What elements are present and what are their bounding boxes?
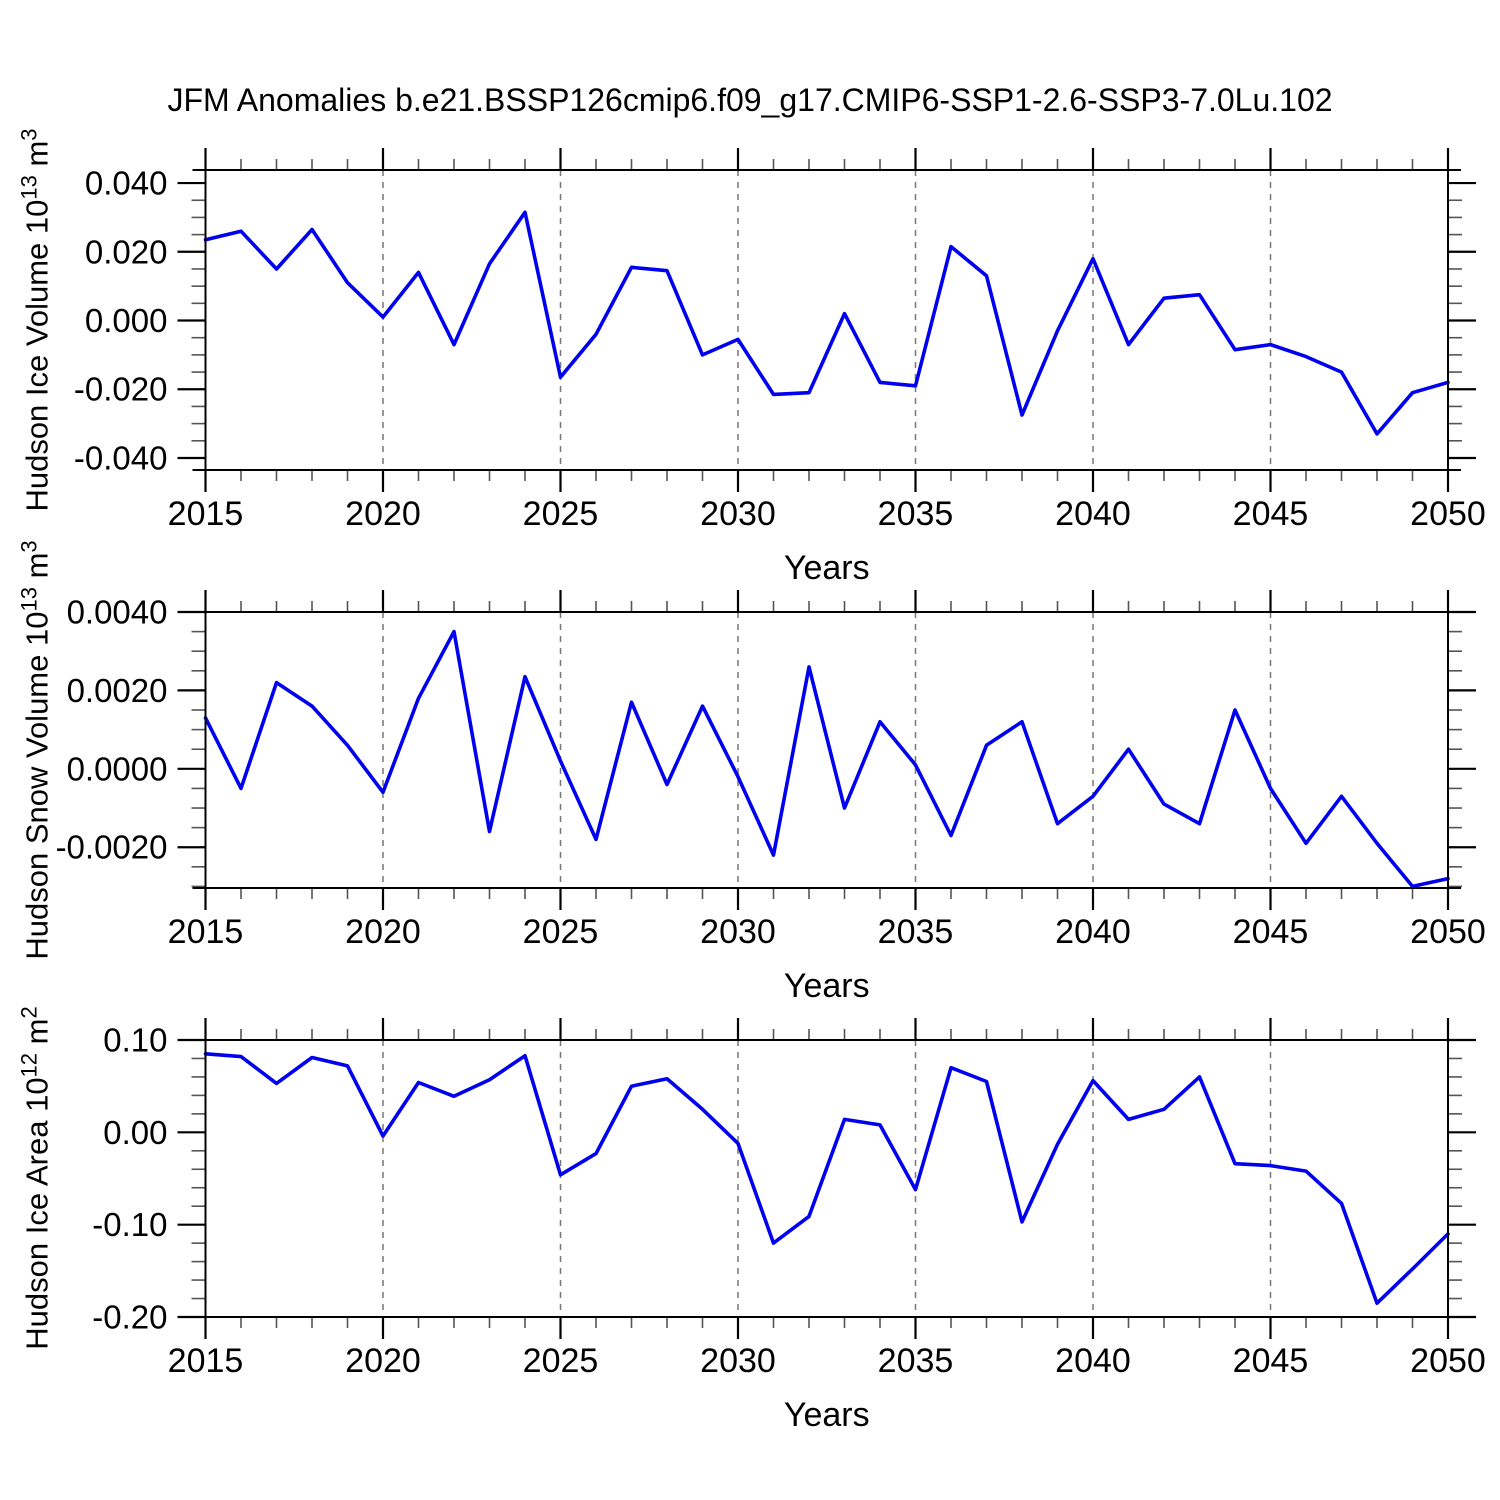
svg-text:2035: 2035 xyxy=(878,1342,954,1380)
major-ticks xyxy=(177,590,1476,910)
figure-title: JFM Anomalies b.e21.BSSP126cmip6.f09_g17… xyxy=(167,82,1333,118)
x-axis-title-ice-area: Years xyxy=(784,1396,870,1434)
svg-text:2020: 2020 xyxy=(345,495,421,533)
svg-text:0.0000: 0.0000 xyxy=(67,750,168,787)
svg-text:2035: 2035 xyxy=(878,913,954,951)
minor-ticks xyxy=(191,601,1462,899)
plot-frame xyxy=(192,1027,1461,1330)
minor-ticks xyxy=(191,159,1462,481)
y-tick-labels: 0.040 0.020 0.000 -0.020 -0.040 xyxy=(74,165,168,477)
svg-text:2025: 2025 xyxy=(523,1342,599,1380)
gridlines xyxy=(382,612,1272,888)
y-tick-labels: 0.10 0.00 -0.10 -0.20 xyxy=(92,1022,167,1336)
svg-text:2035: 2035 xyxy=(878,495,954,533)
svg-text:2025: 2025 xyxy=(523,495,599,533)
svg-text:2040: 2040 xyxy=(1055,1342,1131,1380)
svg-text:2040: 2040 xyxy=(1055,913,1131,951)
x-tick-labels: 2015 2020 2025 2030 2035 2040 2045 2050 xyxy=(168,913,1486,951)
plot-frame xyxy=(192,157,1461,483)
plot-frame xyxy=(192,599,1461,901)
data-line-ice-volume xyxy=(203,210,1450,436)
svg-text:0.000: 0.000 xyxy=(85,302,168,339)
major-ticks xyxy=(177,148,1476,492)
gridlines xyxy=(382,170,1272,470)
svg-text:0.0040: 0.0040 xyxy=(67,594,168,631)
svg-text:2045: 2045 xyxy=(1233,1342,1309,1380)
chart-snow-volume: 0.0040 0.0020 0.0000 -0.0020 2015 2020 2025 203… xyxy=(56,590,1486,1005)
svg-text:2050: 2050 xyxy=(1410,495,1486,533)
svg-text:0.10: 0.10 xyxy=(103,1022,167,1059)
x-tick-labels: 2015 2020 2025 2030 2035 2040 2045 2050 xyxy=(168,495,1486,533)
y-tick-labels: 0.0040 0.0020 0.0000 -0.0020 xyxy=(56,594,168,866)
svg-text:2045: 2045 xyxy=(1233,495,1309,533)
x-axis-title-ice-volume: Years xyxy=(784,549,870,587)
svg-text:2025: 2025 xyxy=(523,913,599,951)
data-line-snow-volume xyxy=(203,629,1450,889)
svg-text:-0.20: -0.20 xyxy=(92,1299,167,1336)
svg-text:2050: 2050 xyxy=(1410,913,1486,951)
svg-text:2030: 2030 xyxy=(700,1342,776,1380)
svg-text:2050: 2050 xyxy=(1410,1342,1486,1380)
svg-text:2045: 2045 xyxy=(1233,913,1309,951)
major-ticks xyxy=(177,1018,1476,1339)
svg-text:2020: 2020 xyxy=(345,1342,421,1380)
svg-text:2030: 2030 xyxy=(700,495,776,533)
svg-text:2015: 2015 xyxy=(168,495,244,533)
x-axis-title-snow-volume: Years xyxy=(784,967,870,1005)
svg-text:0.00: 0.00 xyxy=(103,1114,167,1151)
svg-text:2030: 2030 xyxy=(700,913,776,951)
svg-text:-0.10: -0.10 xyxy=(92,1206,167,1243)
svg-text:0.0020: 0.0020 xyxy=(67,672,168,709)
svg-text:0.040: 0.040 xyxy=(85,165,168,202)
x-tick-labels: 2015 2020 2025 2030 2035 2040 2045 2050 xyxy=(168,1342,1486,1380)
svg-text:0.020: 0.020 xyxy=(85,233,168,270)
gridlines xyxy=(382,1040,1272,1317)
svg-text:2015: 2015 xyxy=(168,1342,244,1380)
svg-text:-0.0020: -0.0020 xyxy=(56,829,168,866)
svg-text:2015: 2015 xyxy=(168,913,244,951)
data-line-ice-area xyxy=(203,1052,1450,1305)
svg-text:2040: 2040 xyxy=(1055,495,1131,533)
svg-text:2020: 2020 xyxy=(345,913,421,951)
svg-text:-0.040: -0.040 xyxy=(74,439,168,476)
svg-text:-0.020: -0.020 xyxy=(74,371,168,408)
minor-ticks xyxy=(191,1029,1462,1328)
